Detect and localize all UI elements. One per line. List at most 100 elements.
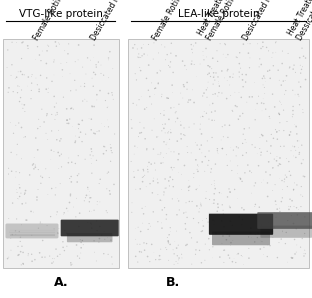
Point: [56, 150, 61, 155]
Point: [91, 131, 96, 136]
Point: [58, 61, 63, 66]
Point: [73, 139, 78, 143]
Point: [285, 119, 290, 124]
Point: [22, 103, 27, 107]
Point: [138, 187, 143, 191]
Point: [231, 148, 236, 153]
Point: [282, 179, 287, 184]
Point: [19, 244, 24, 249]
Point: [158, 150, 163, 155]
Point: [203, 242, 208, 246]
Point: [221, 234, 226, 238]
Point: [257, 218, 262, 223]
Point: [259, 101, 264, 105]
Point: [273, 199, 278, 204]
Point: [67, 176, 72, 181]
Point: [164, 186, 169, 190]
Point: [139, 53, 144, 58]
Point: [281, 108, 286, 113]
Point: [297, 139, 302, 143]
Point: [190, 87, 195, 92]
Point: [193, 41, 198, 45]
Point: [80, 65, 85, 69]
Point: [200, 218, 205, 223]
Point: [264, 138, 269, 143]
Point: [51, 149, 56, 154]
Point: [300, 110, 305, 115]
Point: [35, 126, 40, 131]
Point: [135, 46, 140, 51]
Point: [36, 167, 41, 172]
Point: [8, 248, 13, 253]
Point: [74, 88, 79, 92]
Point: [152, 161, 157, 165]
Point: [211, 92, 216, 97]
Point: [143, 136, 148, 141]
Point: [110, 150, 115, 155]
Point: [284, 175, 289, 179]
Point: [274, 39, 279, 44]
Point: [197, 127, 202, 132]
Point: [178, 123, 183, 128]
Point: [42, 255, 47, 260]
Point: [164, 141, 169, 145]
Point: [172, 150, 177, 154]
Point: [207, 211, 212, 216]
Point: [215, 150, 220, 155]
Point: [295, 183, 300, 187]
Point: [97, 128, 102, 133]
Point: [94, 218, 99, 223]
Point: [146, 42, 151, 47]
Point: [235, 252, 240, 257]
Point: [247, 65, 252, 70]
Point: [29, 233, 34, 238]
Point: [186, 178, 191, 183]
Point: [261, 219, 266, 224]
Point: [264, 45, 269, 50]
Point: [208, 170, 213, 175]
Point: [247, 169, 252, 173]
Point: [260, 76, 265, 81]
Point: [228, 243, 233, 248]
Point: [52, 58, 57, 62]
Point: [5, 256, 10, 261]
Point: [159, 198, 164, 203]
Point: [40, 49, 45, 53]
Point: [110, 93, 115, 97]
Point: [154, 135, 159, 139]
Point: [105, 171, 110, 176]
Point: [191, 175, 196, 180]
Point: [277, 99, 282, 103]
Point: [205, 86, 210, 90]
Point: [210, 101, 215, 106]
Point: [204, 95, 209, 100]
Point: [101, 151, 106, 156]
Point: [196, 164, 201, 169]
Point: [14, 187, 19, 192]
Point: [276, 163, 281, 168]
Point: [252, 80, 257, 85]
Point: [202, 58, 207, 62]
Point: [8, 120, 13, 125]
Point: [62, 48, 67, 53]
Point: [32, 167, 37, 171]
Point: [105, 117, 110, 122]
Point: [249, 235, 254, 240]
Point: [149, 128, 154, 133]
Point: [36, 117, 41, 122]
Point: [67, 200, 72, 205]
Point: [165, 131, 170, 135]
Point: [272, 157, 277, 162]
Point: [134, 77, 139, 82]
Point: [164, 247, 169, 252]
Point: [203, 154, 208, 159]
Point: [166, 233, 171, 238]
Point: [216, 79, 221, 84]
Point: [231, 72, 236, 76]
Point: [265, 149, 270, 154]
Point: [234, 55, 239, 59]
Point: [159, 42, 164, 47]
Point: [101, 144, 106, 149]
Point: [145, 53, 150, 58]
Point: [277, 162, 282, 166]
